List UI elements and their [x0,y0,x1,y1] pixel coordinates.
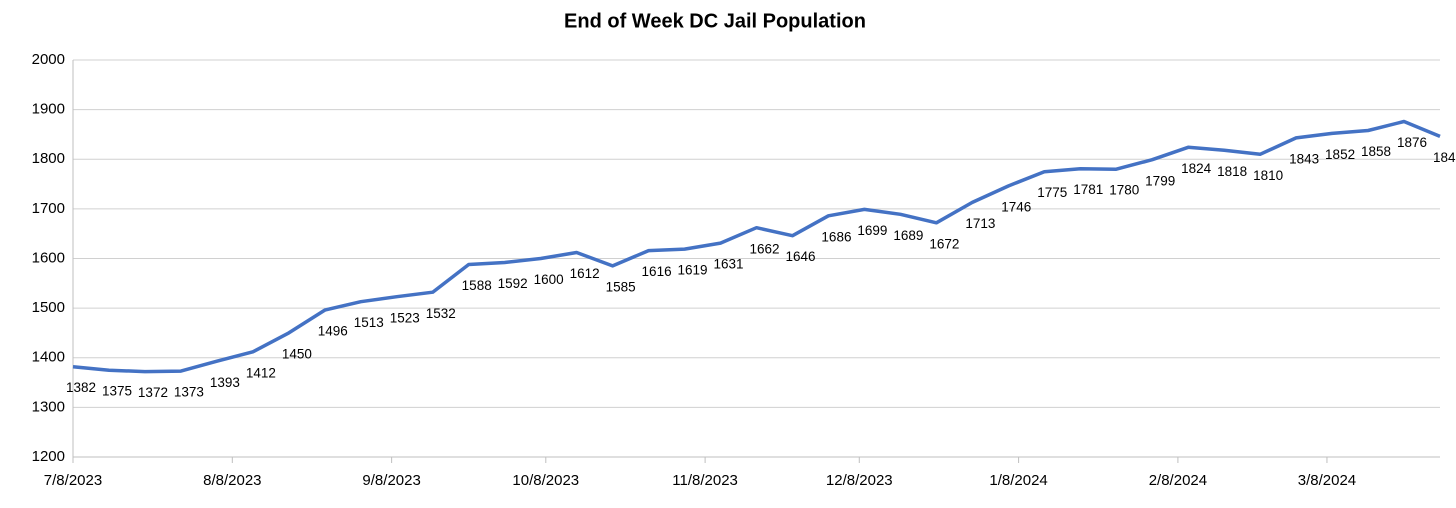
data-label: 1600 [534,272,564,287]
x-tick-label: 8/8/2023 [203,472,261,489]
line [72,119,1441,374]
x-tick-label: 3/8/2024 [1298,472,1356,489]
data-label: 1799 [1145,173,1175,188]
x-tick-label: 1/8/2024 [989,472,1047,489]
data-label: 1612 [570,266,600,281]
data-label: 1824 [1181,161,1212,176]
data-label: 1781 [1073,182,1103,197]
data-label: 1619 [678,263,708,278]
data-label: 1662 [749,241,779,256]
y-tick-label: 1900 [32,101,65,118]
y-tick-label: 1500 [32,299,65,316]
x-tick-label: 11/8/2023 [672,472,738,489]
chart-title: End of Week DC Jail Population [564,10,866,32]
y-tick-label: 1400 [32,349,65,366]
data-label: 1585 [606,280,636,295]
x-tick-label: 2/8/2024 [1149,472,1207,489]
data-label: 1375 [102,384,132,399]
data-label: 1588 [462,278,492,293]
y-tick-label: 1200 [32,448,65,465]
data-label: 1780 [1109,183,1139,198]
data-label: 1532 [426,306,456,321]
data-label: 1713 [965,216,995,231]
data-label: 1616 [642,264,672,279]
data-label: 1858 [1361,144,1391,159]
y-tick-label: 1300 [32,398,65,415]
x-tick-label: 7/8/2023 [44,472,102,489]
data-label: 1631 [714,257,744,272]
data-label: 1699 [857,223,887,238]
y-tick-label: 1800 [32,150,65,167]
data-label: 1393 [210,375,240,390]
data-label: 1372 [138,385,168,400]
data-label: 1846 [1433,150,1456,165]
x-tick-label: 9/8/2023 [362,472,420,489]
data-label: 1523 [390,310,420,325]
data-label: 1843 [1289,151,1319,166]
x-tick-label: 12/8/2023 [826,472,893,489]
data-label: 1373 [174,385,204,400]
data-label: 1810 [1253,168,1283,183]
data-label: 1382 [66,380,96,395]
data-label: 1689 [893,228,923,243]
data-label: 1818 [1217,164,1247,179]
data-label: 1775 [1037,185,1067,200]
data-label: 1852 [1325,147,1355,162]
data-label: 1646 [785,249,815,264]
data-label: 1686 [821,229,851,244]
x-tick-label: 10/8/2023 [512,472,579,489]
data-label: 1672 [929,236,959,251]
data-label: 1450 [282,347,312,362]
data-label: 1746 [1001,200,1031,215]
data-label: 1513 [354,315,384,330]
data-label: 1592 [498,276,528,291]
data-label: 1876 [1397,135,1427,150]
y-tick-label: 1700 [32,200,65,217]
data-label: 1412 [246,365,276,380]
y-tick-label: 2000 [32,51,65,68]
y-tick-label: 1600 [32,249,65,266]
data-label: 1496 [318,324,348,339]
